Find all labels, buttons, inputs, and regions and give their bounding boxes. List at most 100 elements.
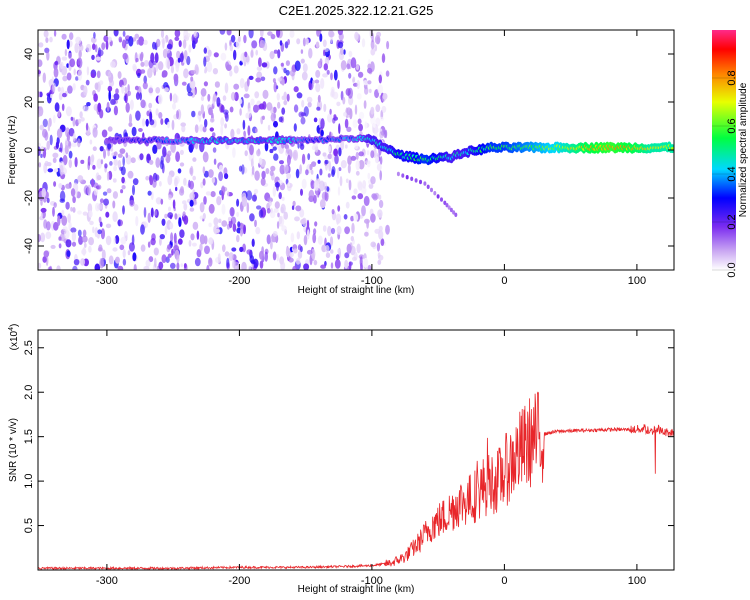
noise-speckle xyxy=(256,205,262,210)
noise-speckle xyxy=(367,172,371,180)
noise-speckle xyxy=(70,188,76,197)
noise-speckle xyxy=(324,245,330,253)
noise-speckle xyxy=(56,128,63,139)
noise-speckle xyxy=(279,160,284,165)
noise-speckle xyxy=(330,35,333,44)
noise-speckle xyxy=(101,42,106,50)
noise-speckle xyxy=(78,50,82,58)
noise-speckle xyxy=(327,153,333,160)
noise-speckle xyxy=(376,242,380,252)
noise-speckle xyxy=(142,81,148,90)
noise-speckle xyxy=(46,140,50,150)
noise-speckle xyxy=(273,153,279,161)
noise-speckle xyxy=(210,191,216,198)
noise-speckle xyxy=(169,92,173,102)
noise-speckle xyxy=(96,174,102,181)
noise-speckle xyxy=(162,146,167,158)
noise-speckle xyxy=(92,43,96,50)
noise-speckle xyxy=(49,134,53,146)
noise-speckle xyxy=(339,47,344,55)
noise-speckle xyxy=(174,175,180,185)
x-tick-label: -100 xyxy=(361,575,383,587)
colorbar-ticks: 0.0 0.2 0.4 0.6 0.8 xyxy=(712,70,738,278)
noise-speckle xyxy=(158,112,163,119)
noise-speckle xyxy=(277,101,281,109)
noise-speckle xyxy=(98,216,102,223)
branch-point xyxy=(423,181,427,186)
noise-speckle xyxy=(281,78,285,86)
noise-speckle xyxy=(119,148,126,155)
noise-speckle xyxy=(310,169,314,175)
colorbar: 0.0 0.2 0.4 0.6 0.8 Normalized spectral ampl… xyxy=(712,30,749,278)
noise-speckle xyxy=(193,31,198,38)
noise-speckle xyxy=(176,110,179,120)
noise-speckle xyxy=(219,30,226,35)
noise-speckle xyxy=(199,215,204,220)
noise-speckle xyxy=(155,157,161,168)
noise-speckle xyxy=(222,244,226,253)
noise-speckle xyxy=(50,93,53,99)
noise-speckle xyxy=(274,201,280,209)
noise-speckle xyxy=(80,258,86,266)
noise-speckle xyxy=(301,153,306,165)
noise-speckle xyxy=(264,251,269,262)
noise-speckle xyxy=(176,262,180,270)
noise-speckle xyxy=(297,142,300,149)
noise-speckle xyxy=(281,107,286,115)
noise-speckle xyxy=(277,77,282,82)
noise-speckle xyxy=(319,33,323,42)
noise-speckle xyxy=(148,256,154,263)
noise-speckle xyxy=(290,232,295,243)
noise-speckle xyxy=(200,181,204,189)
noise-speckle xyxy=(370,150,375,159)
noise-speckle xyxy=(223,109,229,115)
noise-speckle xyxy=(122,156,125,167)
noise-speckle xyxy=(218,218,222,223)
noise-speckle xyxy=(208,203,215,214)
noise-speckle xyxy=(239,108,242,116)
noise-speckle xyxy=(46,51,50,61)
branch-point xyxy=(449,207,453,213)
noise-speckle xyxy=(70,227,77,233)
noise-speckle xyxy=(202,126,207,133)
noise-speckle xyxy=(226,64,232,71)
noise-speckle xyxy=(65,106,72,117)
noise-speckle xyxy=(265,61,270,69)
noise-speckle xyxy=(245,55,250,63)
noise-speckle xyxy=(52,82,57,93)
noise-speckle xyxy=(65,239,72,248)
colorbar-gradient xyxy=(712,30,736,270)
noise-speckle xyxy=(224,173,229,180)
noise-speckle xyxy=(82,247,86,256)
noise-speckle xyxy=(143,39,148,46)
noise-speckle xyxy=(96,70,101,79)
noise-speckle xyxy=(159,234,165,240)
noise-speckle xyxy=(132,252,137,262)
noise-speckle xyxy=(135,110,141,121)
noise-speckle xyxy=(167,174,173,186)
noise-speckle xyxy=(128,242,135,252)
noise-speckle xyxy=(38,106,44,117)
noise-speckle xyxy=(167,244,172,250)
noise-speckle xyxy=(176,255,180,263)
branch-point xyxy=(447,205,451,210)
noise-speckle xyxy=(156,38,161,48)
noise-speckle xyxy=(366,150,370,156)
noise-speckle xyxy=(313,180,320,191)
noise-speckle xyxy=(375,104,381,113)
noise-speckle xyxy=(270,112,276,122)
noise-speckle xyxy=(38,42,44,48)
noise-speckle xyxy=(336,101,341,107)
noise-speckle xyxy=(379,156,383,165)
noise-speckle xyxy=(72,207,76,213)
noise-speckle xyxy=(92,127,98,138)
noise-speckle xyxy=(58,147,62,152)
noise-speckle xyxy=(381,53,386,64)
noise-speckle xyxy=(61,56,68,61)
noise-speckle xyxy=(352,119,358,128)
ridge-point xyxy=(670,147,674,151)
noise-speckle xyxy=(139,53,144,62)
noise-speckle xyxy=(98,244,103,252)
noise-speckle xyxy=(40,199,43,206)
noise-speckle xyxy=(115,88,119,95)
